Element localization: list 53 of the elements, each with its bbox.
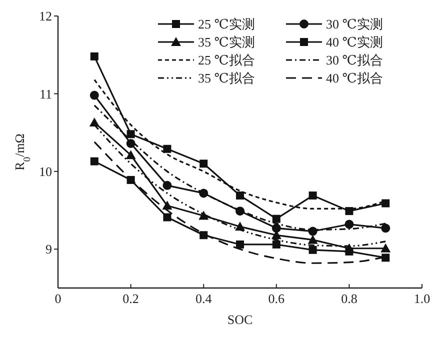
y-tick-label: 12 bbox=[39, 8, 52, 24]
point bbox=[235, 222, 245, 231]
point bbox=[308, 192, 317, 200]
legend-label: 35 ℃实测 bbox=[198, 34, 255, 50]
x-tick-label: 0 bbox=[54, 291, 62, 306]
point bbox=[382, 254, 390, 262]
point bbox=[308, 226, 318, 236]
y-tick-label: 9 bbox=[46, 242, 52, 257]
x-tick-label: 0.8 bbox=[341, 291, 358, 306]
point bbox=[199, 188, 208, 198]
legend-label: 30 ℃拟合 bbox=[326, 52, 383, 68]
x-axis-title: SOC bbox=[227, 312, 253, 327]
x-tick-label: 0.6 bbox=[268, 291, 286, 306]
point bbox=[90, 90, 99, 100]
point bbox=[200, 160, 208, 168]
point bbox=[198, 210, 209, 220]
point bbox=[236, 206, 244, 216]
point bbox=[272, 214, 280, 223]
point bbox=[308, 246, 317, 254]
point bbox=[200, 231, 208, 240]
point bbox=[344, 243, 354, 252]
legend-label: 35 ℃拟合 bbox=[198, 70, 255, 86]
point bbox=[163, 213, 172, 222]
point bbox=[381, 224, 390, 233]
point bbox=[90, 52, 98, 60]
point bbox=[126, 176, 135, 184]
y-tick-label: 11 bbox=[39, 86, 52, 102]
point bbox=[126, 130, 135, 138]
point bbox=[236, 192, 244, 200]
point bbox=[126, 150, 136, 160]
y-tick-label: 10 bbox=[39, 164, 52, 179]
point bbox=[272, 224, 281, 233]
point bbox=[162, 180, 172, 190]
x-tick-label: 1.0 bbox=[414, 291, 430, 306]
point bbox=[380, 243, 391, 252]
point bbox=[236, 240, 244, 248]
point bbox=[162, 200, 172, 210]
point bbox=[163, 144, 172, 153]
point bbox=[89, 117, 100, 126]
legend-label: 25 ℃拟合 bbox=[198, 52, 255, 68]
point bbox=[90, 157, 98, 166]
point bbox=[344, 220, 354, 229]
legend-label: 25 ℃实测 bbox=[198, 16, 255, 32]
x-tick-label: 0.2 bbox=[122, 291, 139, 306]
point bbox=[382, 199, 390, 208]
point bbox=[272, 240, 280, 248]
point bbox=[126, 138, 136, 148]
legend-label: 40 ℃实测 bbox=[326, 34, 383, 50]
legend-label: 40 ℃拟合 bbox=[326, 70, 383, 86]
point bbox=[308, 234, 318, 244]
point bbox=[345, 207, 354, 216]
x-tick-label: 0.4 bbox=[195, 291, 212, 306]
legend-label: 30 ℃实测 bbox=[326, 16, 383, 32]
